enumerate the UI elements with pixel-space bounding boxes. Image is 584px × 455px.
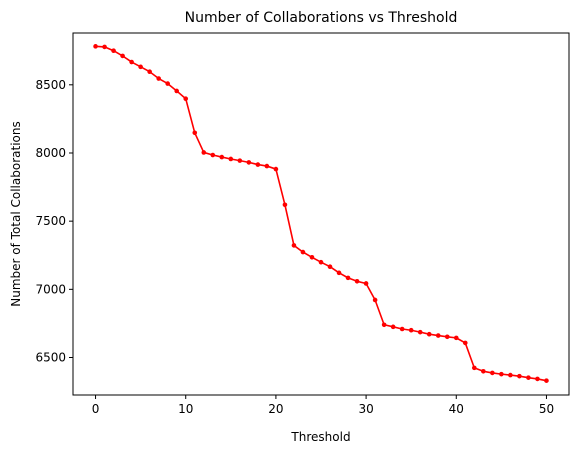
data-point xyxy=(399,326,405,332)
data-point xyxy=(174,88,180,94)
y-tick-label: 7000 xyxy=(35,282,66,296)
data-point xyxy=(499,371,504,377)
x-tick-label: 50 xyxy=(539,402,554,416)
data-point xyxy=(354,278,360,284)
data-point xyxy=(345,275,351,281)
data-point xyxy=(408,327,414,333)
y-tick-label: 7500 xyxy=(35,214,66,228)
data-point xyxy=(526,375,531,380)
data-point xyxy=(138,64,143,70)
y-tick-label: 8000 xyxy=(35,146,66,160)
data-point xyxy=(363,281,369,286)
data-point xyxy=(255,162,261,167)
data-point xyxy=(453,335,459,341)
data-point xyxy=(156,76,161,81)
y-axis-label: Number of Total Collaborations xyxy=(9,121,23,306)
data-point xyxy=(435,333,441,338)
data-point xyxy=(210,152,216,158)
data-point xyxy=(318,259,324,265)
data-point xyxy=(327,264,333,269)
x-tick-label: 0 xyxy=(92,402,100,416)
series-layer xyxy=(93,44,549,383)
data-point xyxy=(228,156,234,162)
x-tick-label: 30 xyxy=(358,402,373,416)
data-point xyxy=(192,130,198,136)
data-point xyxy=(544,378,549,383)
y-tick-label: 6500 xyxy=(35,351,66,365)
data-point xyxy=(93,44,98,49)
data-point xyxy=(390,324,396,330)
data-point xyxy=(183,96,189,102)
y-axis-ticks: 6500 7000 7500 8000 8500 xyxy=(35,78,73,365)
data-point xyxy=(237,158,243,163)
data-point xyxy=(264,163,270,169)
x-tick-label: 10 xyxy=(178,402,193,416)
data-point xyxy=(462,340,468,346)
y-tick-label: 8500 xyxy=(35,78,66,92)
data-point xyxy=(147,69,152,75)
axes-frame xyxy=(72,32,570,396)
data-point xyxy=(535,376,540,382)
data-point xyxy=(508,372,513,378)
data-point xyxy=(517,373,522,379)
data-point xyxy=(165,81,170,86)
data-point xyxy=(291,243,297,248)
x-tick-label: 20 xyxy=(268,402,283,416)
data-point xyxy=(246,160,252,165)
x-tick-label: 40 xyxy=(449,402,464,416)
data-point xyxy=(372,297,378,303)
data-point xyxy=(120,53,125,59)
data-point xyxy=(309,254,315,260)
data-point xyxy=(282,202,288,208)
chart-title: Number of Collaborations vs Threshold xyxy=(185,10,458,26)
data-point xyxy=(219,154,225,160)
data-point xyxy=(426,331,432,337)
plot-area xyxy=(73,33,569,395)
data-point xyxy=(381,322,387,328)
data-point xyxy=(481,368,486,374)
data-point xyxy=(129,59,134,65)
data-point xyxy=(273,166,279,172)
x-axis-ticks: 0 10 20 30 40 50 xyxy=(92,395,554,416)
data-point xyxy=(490,370,495,376)
data-point xyxy=(201,150,207,155)
data-point xyxy=(417,329,423,335)
data-point xyxy=(472,365,477,371)
data-point xyxy=(336,270,342,276)
data-point xyxy=(111,48,116,54)
data-point xyxy=(444,334,450,340)
data-point xyxy=(102,44,107,50)
data-point xyxy=(300,249,306,255)
x-axis-label: Threshold xyxy=(290,430,350,444)
